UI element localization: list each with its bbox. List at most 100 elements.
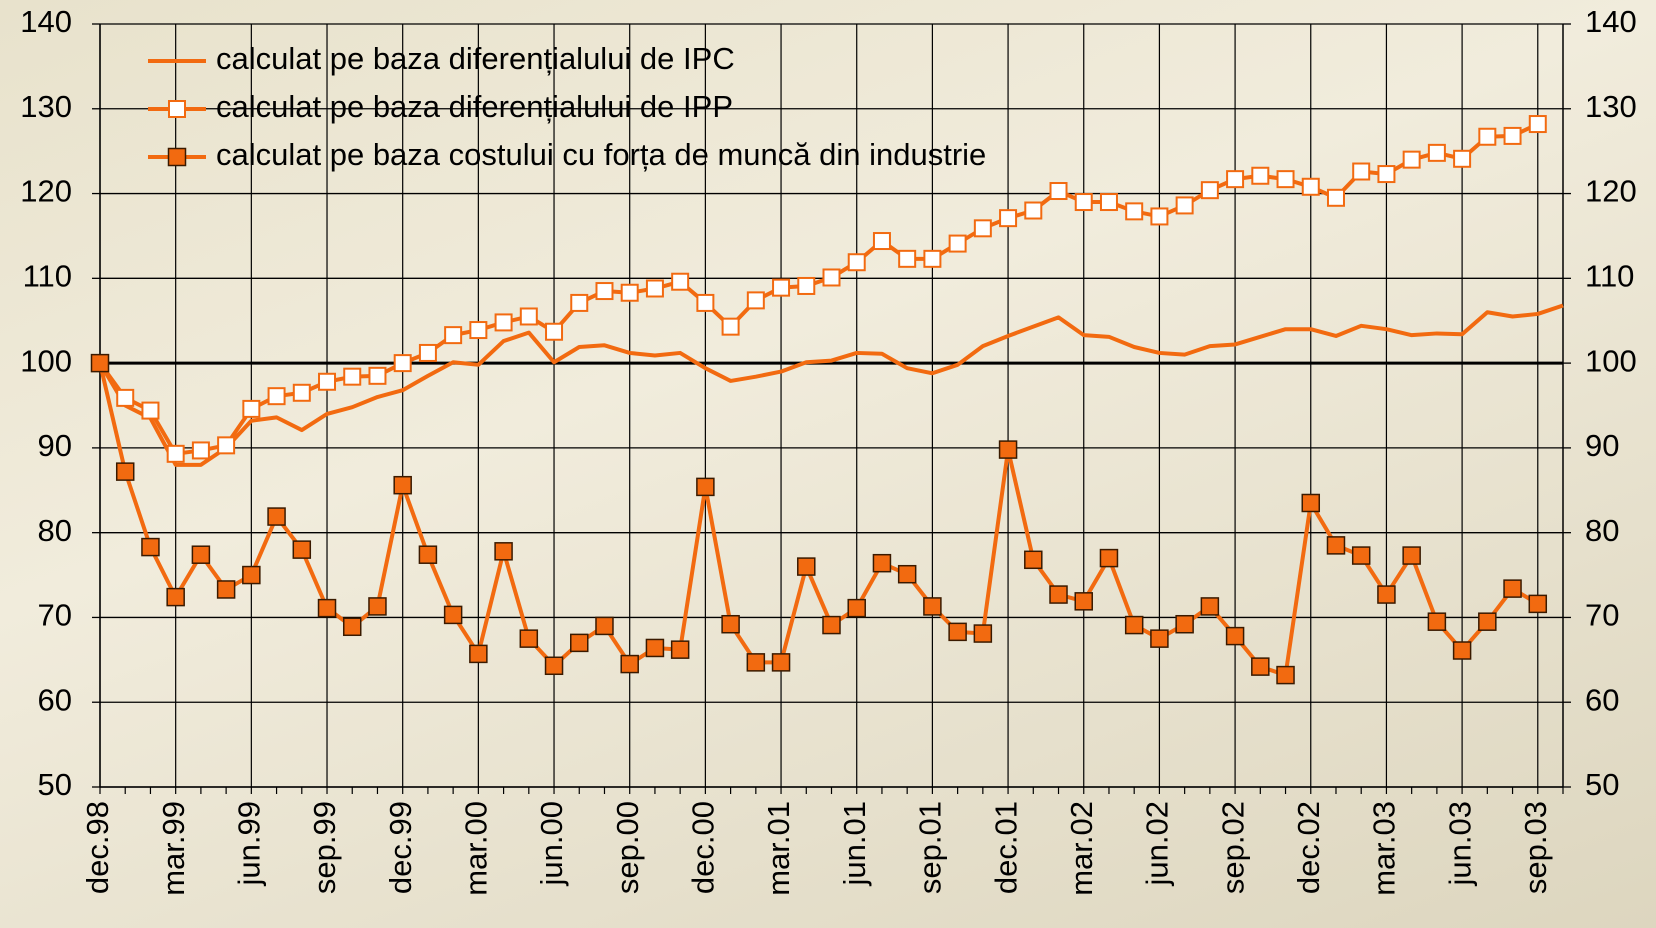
marker-filled xyxy=(419,546,436,563)
marker-open xyxy=(496,314,512,330)
marker-filled xyxy=(571,634,588,651)
marker-filled xyxy=(1403,547,1420,564)
marker-open xyxy=(269,388,285,404)
marker-open xyxy=(193,442,209,458)
x-tick-label: mar.03 xyxy=(1367,801,1402,896)
marker-open xyxy=(975,220,991,236)
marker-filled xyxy=(1252,658,1269,675)
marker-filled xyxy=(1050,586,1067,603)
y-tick-label: 90 xyxy=(38,428,72,463)
x-tick-label: jun.03 xyxy=(1442,801,1477,886)
marker-open xyxy=(1126,203,1142,219)
marker-filled xyxy=(1428,613,1445,630)
marker-open xyxy=(1252,168,1268,184)
marker-filled xyxy=(697,478,714,495)
marker-filled xyxy=(873,555,890,572)
marker-open xyxy=(874,233,890,249)
x-tick-label: sep.03 xyxy=(1518,801,1553,894)
y-tick-label: 80 xyxy=(38,513,72,548)
marker-open xyxy=(142,403,158,419)
marker-open xyxy=(1479,129,1495,145)
marker-open xyxy=(1227,171,1243,187)
y2-tick-label: 120 xyxy=(1585,174,1637,209)
y2-tick-label: 70 xyxy=(1585,598,1619,633)
marker-filled xyxy=(470,645,487,662)
y-tick-label: 130 xyxy=(20,89,72,124)
marker-filled xyxy=(293,541,310,558)
marker-filled xyxy=(268,508,285,525)
marker-filled xyxy=(1000,441,1017,458)
marker-open xyxy=(622,285,638,301)
y-tick-label: 140 xyxy=(20,4,72,39)
marker-filled xyxy=(798,558,815,575)
x-tick-label: jun.00 xyxy=(534,801,569,886)
marker-filled xyxy=(445,606,462,623)
marker-open xyxy=(1025,203,1041,219)
marker-open xyxy=(470,322,486,338)
x-tick-label: mar.01 xyxy=(761,801,796,896)
marker-filled xyxy=(1504,580,1521,597)
marker-open xyxy=(1378,166,1394,182)
x-tick-label: jun.99 xyxy=(232,801,267,886)
marker-filled xyxy=(1201,598,1218,615)
marker-open xyxy=(395,355,411,371)
marker-filled xyxy=(1378,586,1395,603)
marker-filled xyxy=(394,477,411,494)
marker-filled xyxy=(520,630,537,647)
x-tick-label: dec.01 xyxy=(988,801,1023,894)
marker-open xyxy=(294,385,310,401)
marker-open xyxy=(1303,179,1319,195)
x-tick-label: sep.02 xyxy=(1215,801,1250,894)
marker-filled xyxy=(92,355,109,372)
marker-open xyxy=(243,401,259,417)
marker-open xyxy=(546,324,562,340)
marker-open xyxy=(1328,190,1344,206)
marker-filled xyxy=(1151,630,1168,647)
x-tick-label: dec.02 xyxy=(1291,801,1326,894)
y2-tick-label: 100 xyxy=(1585,343,1637,378)
marker-open xyxy=(798,278,814,294)
marker-filled xyxy=(747,654,764,671)
marker-open xyxy=(672,274,688,290)
marker-filled xyxy=(596,617,613,634)
marker-filled xyxy=(546,657,563,674)
legend-label: calculat pe baza costului cu forța de mu… xyxy=(216,137,986,172)
x-tick-label: sep.00 xyxy=(610,801,645,894)
marker-filled xyxy=(974,625,991,642)
marker-open xyxy=(571,295,587,311)
page: 5060708090100110120130140506070809010011… xyxy=(0,0,1656,928)
marker-open xyxy=(369,368,385,384)
marker-filled xyxy=(1454,642,1471,659)
legend-label: calculat pe baza diferențialului de IPC xyxy=(216,41,735,76)
marker-filled xyxy=(1529,595,1546,612)
marker-filled xyxy=(142,539,159,556)
y2-tick-label: 90 xyxy=(1585,428,1619,463)
series-line xyxy=(100,363,1538,675)
marker-filled xyxy=(1100,550,1117,567)
marker-open xyxy=(1202,182,1218,198)
y-tick-label: 110 xyxy=(23,259,72,294)
series-line xyxy=(100,124,1538,454)
marker-open xyxy=(924,251,940,267)
marker-filled xyxy=(899,566,916,583)
marker-open xyxy=(824,269,840,285)
marker-open xyxy=(117,390,133,406)
marker-filled xyxy=(1353,547,1370,564)
marker-open xyxy=(1000,210,1016,226)
marker-filled xyxy=(773,654,790,671)
marker-filled xyxy=(1075,593,1092,610)
marker-open xyxy=(748,292,764,308)
marker-filled xyxy=(1126,617,1143,634)
marker-open xyxy=(697,295,713,311)
marker-open xyxy=(773,280,789,296)
marker-filled xyxy=(1277,667,1294,684)
x-tick-label: mar.99 xyxy=(156,801,191,896)
marker-filled xyxy=(848,600,865,617)
marker-open xyxy=(1177,197,1193,213)
marker-open xyxy=(1505,128,1521,144)
marker-open xyxy=(1404,152,1420,168)
marker-open xyxy=(1454,151,1470,167)
marker-open xyxy=(218,437,234,453)
marker-open xyxy=(849,254,865,270)
marker-filled xyxy=(722,616,739,633)
